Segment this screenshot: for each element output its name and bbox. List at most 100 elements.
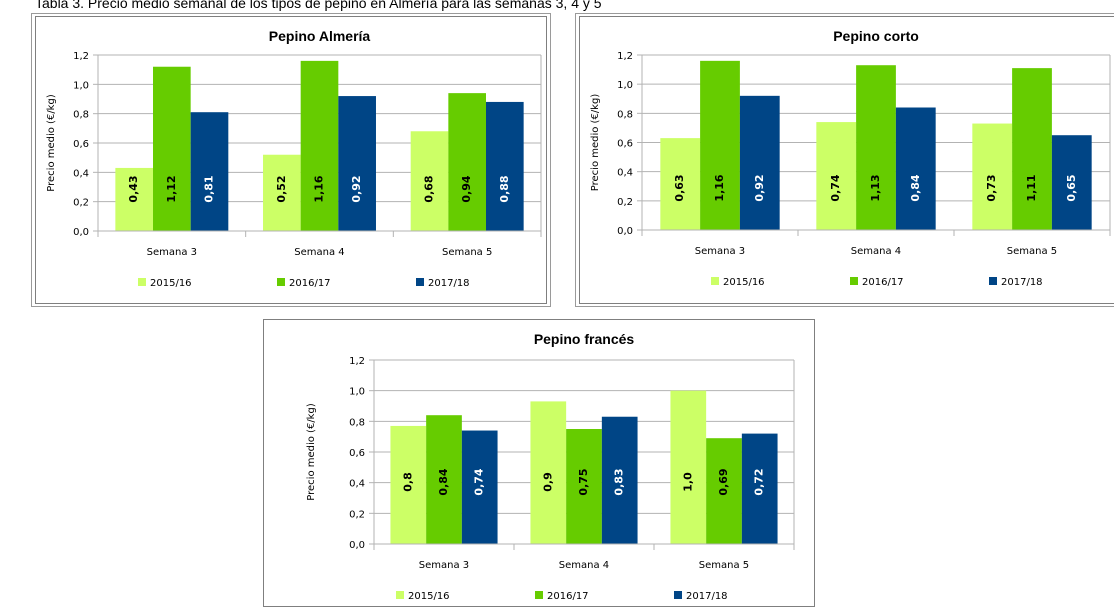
legend-swatch (138, 278, 146, 286)
x-tick-label: Semana 4 (559, 560, 609, 571)
legend-swatch (850, 277, 858, 285)
y-tick-label: 1,0 (349, 387, 365, 398)
y-tick-label: 0,2 (349, 509, 365, 520)
x-tick-label: Semana 5 (442, 247, 492, 258)
x-tick-label: Semana 5 (1007, 246, 1057, 257)
chart-title: Pepino corto (833, 28, 919, 44)
data-label: 0,83 (613, 468, 626, 495)
y-tick-label: 1,2 (73, 51, 89, 62)
bar (660, 138, 701, 230)
y-tick-label: 1,0 (617, 80, 633, 91)
data-label: 0,88 (498, 175, 511, 202)
y-axis-label: Precio medio (€/kg) (590, 94, 601, 192)
chart-frame-almeria (31, 13, 551, 307)
x-tick-label: Semana 4 (294, 247, 344, 258)
data-label: 0,68 (423, 175, 436, 202)
y-tick-label: 0,6 (73, 139, 89, 150)
legend-swatch (674, 591, 682, 599)
data-label: 0,63 (673, 174, 686, 201)
data-label: 0,43 (127, 175, 140, 202)
bar (706, 438, 742, 544)
page-header-text: Tabla 3. Precio medio semanal de los tip… (35, 0, 602, 11)
bar (601, 416, 638, 544)
x-tick-label: Semana 5 (699, 560, 749, 571)
chart-svg: Pepino Almería 0,0 0,2 0,4 0,6 0,8 1,0 1,2 Preci… (46, 28, 542, 289)
chart-frame-corto (575, 13, 1114, 307)
bar (566, 429, 602, 544)
bar (300, 60, 339, 231)
x-tick-label: Semana 3 (695, 246, 745, 257)
y-tick-label: 0,4 (73, 168, 89, 179)
data-label: 0,9 (541, 472, 554, 492)
data-label: 0,92 (350, 175, 363, 202)
bar (530, 401, 567, 544)
data-label: 0,84 (437, 468, 450, 495)
data-label: 0,75 (577, 468, 590, 495)
y-tick-label: 0,4 (349, 479, 365, 490)
y-tick-label: 0,0 (349, 540, 365, 551)
bar (338, 96, 376, 231)
y-tick-label: 1,0 (73, 80, 89, 91)
legend-label: 2016/17 (289, 278, 331, 289)
y-axis-label: Precio medio (€/kg) (46, 94, 57, 192)
bar (448, 93, 486, 231)
bar (115, 167, 154, 231)
legend-label: 2017/18 (428, 278, 470, 289)
bar (856, 65, 896, 230)
bar (1051, 135, 1092, 230)
data-label: 0,81 (202, 175, 215, 202)
data-label: 0,84 (909, 174, 922, 201)
bar (895, 107, 936, 230)
legend-swatch (416, 278, 424, 286)
bar (426, 415, 462, 544)
y-tick-label: 0,6 (617, 139, 633, 150)
y-tick-label: 1,2 (349, 356, 365, 367)
bar (263, 154, 301, 231)
bar (670, 390, 707, 544)
y-tick-label: 0,2 (617, 197, 633, 208)
chart-svg: Pepino francés 0,0 0,2 0,4 0,6 0,8 1,0 1,2 Preci… (306, 331, 795, 602)
legend-swatch (277, 278, 285, 286)
y-tick-label: 0,4 (617, 168, 633, 179)
y-tick-label: 0,8 (617, 109, 633, 120)
bar (739, 95, 780, 230)
y-tick-label: 0,2 (73, 198, 89, 209)
legend-label: 2015/16 (150, 278, 192, 289)
x-tick-label: Semana 3 (147, 247, 197, 258)
legend-label: 2017/18 (1001, 277, 1043, 288)
y-tick-label: 0,8 (349, 417, 365, 428)
y-tick-label: 0,6 (349, 448, 365, 459)
legend-swatch (989, 277, 997, 285)
y-tick-label: 0,8 (73, 110, 89, 121)
data-label: 1,0 (681, 472, 694, 492)
legend-label: 2016/17 (547, 591, 589, 602)
bar (816, 122, 857, 230)
chart-pepino-almeria: Pepino Almería 0,0 0,2 0,4 0,6 0,8 1,0 1,2 Preci… (35, 16, 547, 304)
data-label: 0,73 (985, 174, 998, 201)
chart-title: Pepino francés (534, 331, 635, 347)
bar (485, 101, 524, 231)
legend-label: 2016/17 (862, 277, 904, 288)
data-label: 0,74 (829, 174, 842, 201)
y-axis-label: Precio medio (€/kg) (306, 403, 317, 501)
bar (700, 60, 740, 231)
legend-swatch (535, 591, 543, 599)
data-label: 0,69 (717, 468, 730, 495)
bar (390, 425, 427, 544)
data-label: 0,94 (460, 175, 473, 202)
y-tick-label: 0,0 (617, 226, 633, 237)
data-label: 1,16 (313, 175, 326, 202)
bar (461, 430, 498, 544)
legend-label: 2015/16 (408, 591, 450, 602)
bar (410, 131, 449, 231)
data-label: 0,52 (275, 175, 288, 202)
bar (972, 123, 1013, 230)
data-label: 0,72 (753, 468, 766, 495)
legend-label: 2015/16 (723, 277, 765, 288)
chart-pepino-frances: Pepino francés 0,0 0,2 0,4 0,6 0,8 1,0 1,2 Preci… (263, 319, 815, 607)
data-label: 0,8 (401, 472, 414, 492)
data-label: 0,92 (753, 174, 766, 201)
y-tick-label: 1,2 (617, 51, 633, 62)
y-tick-label: 0,0 (73, 227, 89, 238)
data-label: 1,16 (713, 174, 726, 201)
